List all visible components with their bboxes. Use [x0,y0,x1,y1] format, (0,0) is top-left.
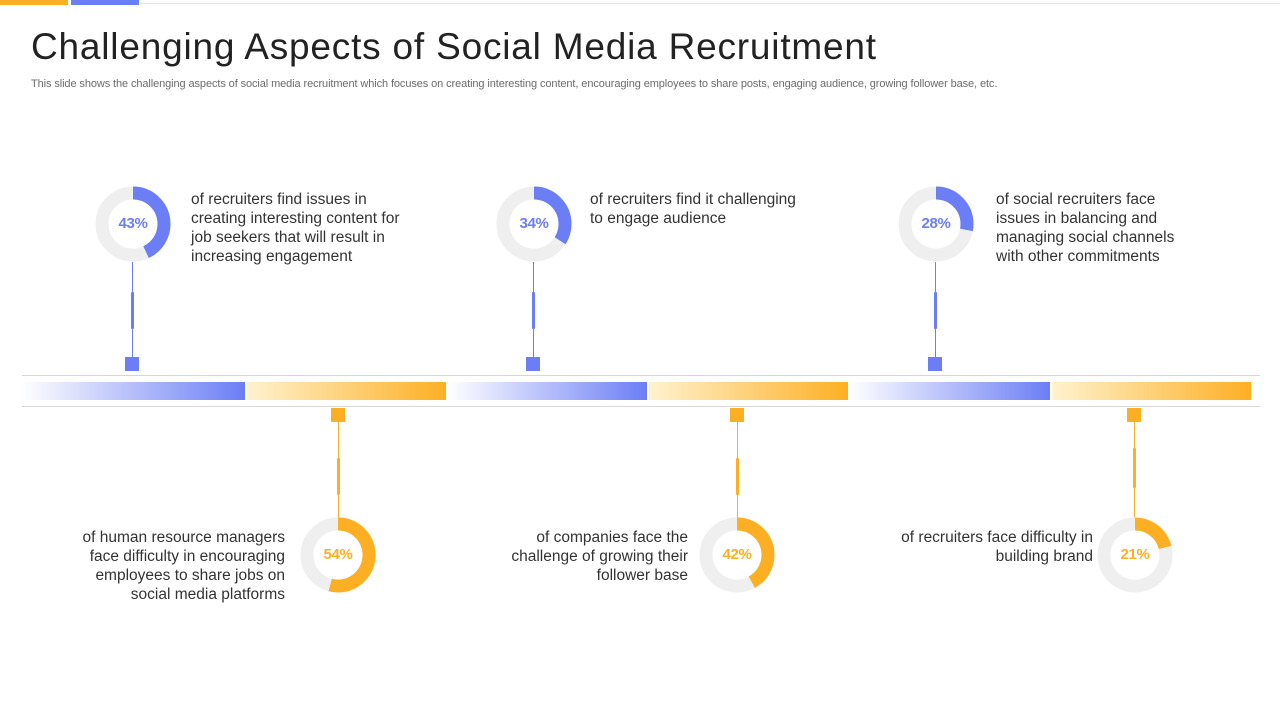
timeline-marker-bottom-2 [730,408,744,422]
stat-description-top-1: of recruiters find issues in creating in… [191,191,400,265]
donut-chart-bottom-2: 42% [699,517,775,593]
stat-description-top-2: of recruiters find it challenging to eng… [590,191,796,227]
connector-bar-top-3 [934,292,937,329]
header-accent-purple [71,0,139,5]
timeline-marker-bottom-3 [1127,408,1141,422]
header-accent-orange [0,0,68,5]
timeline-segment-4 [649,382,848,400]
timeline-segment-3 [448,382,647,400]
donut-percent-label: 34% [519,215,549,232]
timeline-marker-top-1 [125,357,139,371]
timeline-marker-bottom-1 [331,408,345,422]
timeline-marker-top-3 [928,357,942,371]
donut-chart-top-3: 28% [898,186,974,262]
stat-description-top-3: of social recruiters face issues in bala… [996,191,1175,265]
donut-percent-label: 54% [323,546,353,563]
stat-description-bottom-3: of recruiters face difficulty in buildin… [901,529,1093,565]
timeline-rule-bottom [22,406,1260,407]
slide-title: Challenging Aspects of Social Media Recr… [31,26,877,67]
connector-bar-bottom-1 [337,458,340,495]
timeline-segment-6 [1052,382,1251,400]
stat-description-bottom-1: of human resource managers face difficul… [82,529,285,603]
stat-description-bottom-2: of companies face the challenge of growi… [511,529,688,584]
donut-chart-bottom-3: 21% [1097,517,1173,593]
connector-bar-bottom-2 [736,458,739,495]
donut-chart-top-2: 34% [496,186,572,262]
donut-percent-label: 42% [722,546,752,563]
donut-chart-top-1: 43% [95,186,171,262]
timeline-rule-top [22,375,1260,376]
timeline-segment-5 [850,382,1050,400]
connector-bar-bottom-3 [1133,448,1136,488]
header-rule [140,3,1280,4]
donut-percent-label: 21% [1120,546,1150,563]
timeline-marker-top-2 [526,357,540,371]
timeline-segment-1 [22,382,245,400]
connector-bar-top-1 [131,292,134,329]
donut-chart-bottom-1: 54% [300,517,376,593]
donut-percent-label: 43% [118,215,148,232]
slide-subtitle: This slide shows the challenging aspects… [31,78,998,90]
connector-bar-top-2 [532,292,535,329]
timeline-segment-2 [247,382,446,400]
donut-percent-label: 28% [921,215,951,232]
